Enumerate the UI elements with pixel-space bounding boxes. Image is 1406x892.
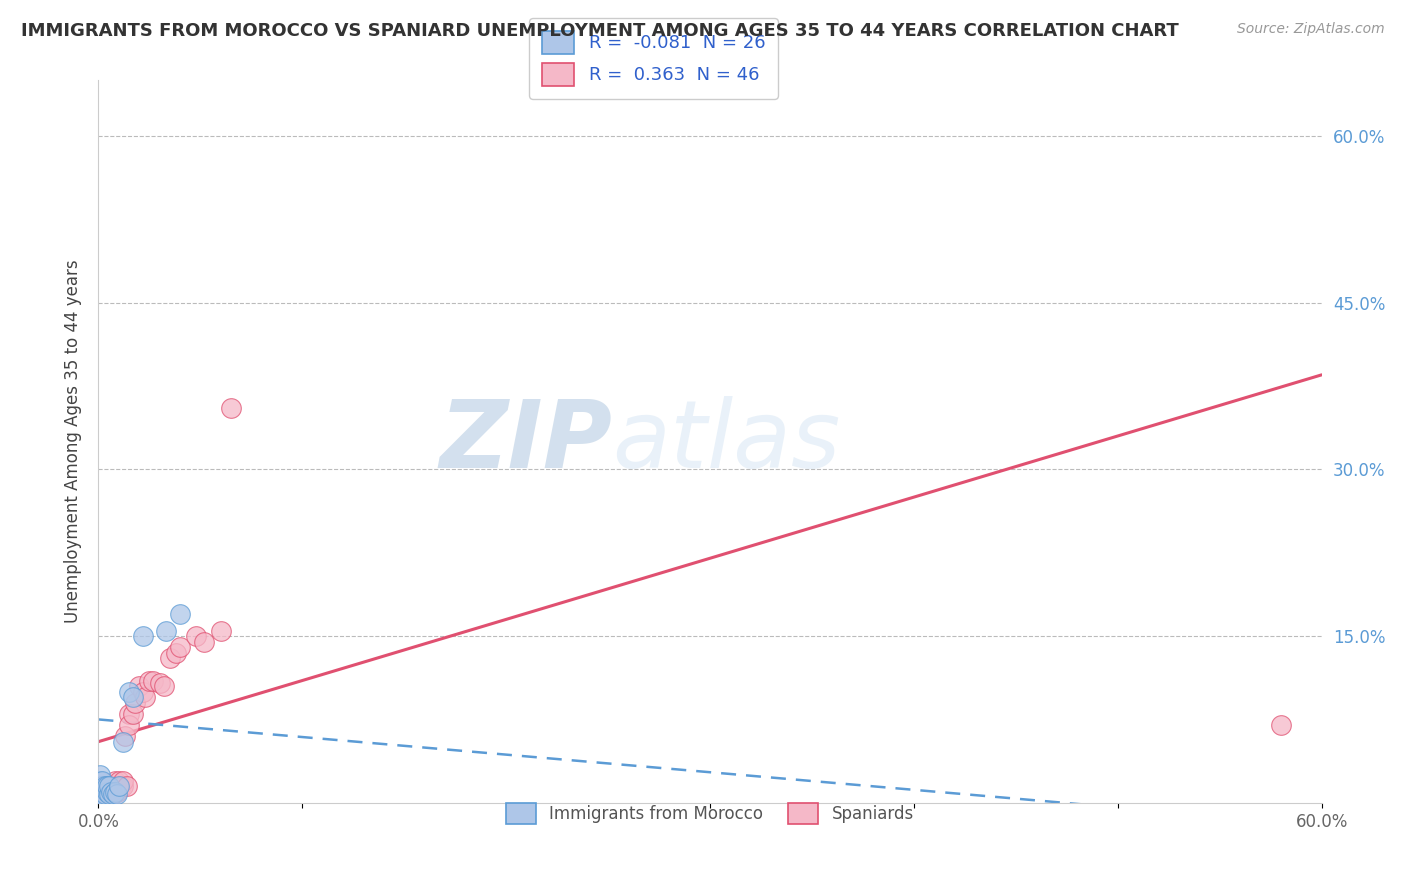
Point (128, 679, 150, 693)
Point (110, 779, 132, 793)
Point (108, 779, 131, 793)
Point (96, 779, 118, 793)
Point (169, 607, 191, 621)
Point (100, 785, 122, 799)
Point (89, 787, 111, 801)
Point (124, 696, 146, 710)
Point (132, 684, 155, 698)
Point (89, 782, 111, 797)
Point (93, 780, 115, 795)
Point (93, 779, 115, 793)
Point (209, 624, 232, 638)
Point (105, 779, 128, 793)
Point (89, 768, 111, 782)
Point (122, 706, 145, 721)
Text: IMMIGRANTS FROM MOROCCO VS SPANIARD UNEMPLOYMENT AMONG AGES 35 TO 44 YEARS CORRE: IMMIGRANTS FROM MOROCCO VS SPANIARD UNEM… (21, 22, 1178, 40)
Point (108, 773, 131, 788)
Point (118, 718, 141, 732)
Point (90, 785, 112, 799)
Point (97, 779, 120, 793)
Point (118, 684, 141, 698)
Point (159, 651, 181, 665)
Point (111, 734, 134, 748)
Point (122, 690, 145, 705)
Text: atlas: atlas (612, 396, 841, 487)
Point (93, 790, 115, 805)
Point (97, 785, 120, 799)
Point (96, 785, 118, 799)
Point (97, 787, 120, 801)
Point (104, 779, 127, 793)
Point (165, 646, 187, 660)
Point (142, 673, 165, 688)
Point (134, 690, 156, 705)
Point (97, 782, 120, 797)
Point (89, 773, 111, 788)
Point (91, 773, 114, 788)
Point (93, 787, 115, 801)
Point (1270, 718, 1292, 732)
Text: ZIP: ZIP (439, 395, 612, 488)
Point (89, 785, 111, 799)
Point (186, 629, 208, 643)
Point (100, 785, 122, 799)
Point (96, 785, 118, 799)
Point (138, 673, 160, 688)
Point (104, 773, 127, 788)
Point (91, 779, 114, 793)
Point (93, 782, 115, 797)
Point (101, 782, 124, 797)
Y-axis label: Unemployment Among Ages 35 to 44 years: Unemployment Among Ages 35 to 44 years (63, 260, 82, 624)
Point (114, 729, 136, 743)
Point (111, 779, 134, 793)
Point (91, 787, 114, 801)
Point (149, 675, 172, 690)
Point (91, 789, 114, 804)
Point (219, 401, 242, 416)
Point (115, 779, 138, 793)
Point (96, 779, 118, 793)
Point (89, 779, 111, 793)
Point (100, 779, 122, 793)
Point (105, 785, 128, 799)
Point (101, 787, 124, 801)
Point (118, 706, 141, 721)
Point (104, 785, 127, 799)
Point (152, 679, 174, 693)
Text: Source: ZipAtlas.com: Source: ZipAtlas.com (1237, 22, 1385, 37)
Point (132, 629, 155, 643)
Point (104, 782, 127, 797)
Point (91, 785, 114, 799)
Point (105, 787, 128, 801)
Point (111, 773, 134, 788)
Point (155, 624, 177, 638)
Point (101, 787, 124, 801)
Legend: Immigrants from Morocco, Spaniards: Immigrants from Morocco, Spaniards (496, 793, 924, 834)
Point (108, 779, 131, 793)
Point (93, 785, 115, 799)
Point (169, 640, 191, 655)
Point (193, 634, 215, 648)
